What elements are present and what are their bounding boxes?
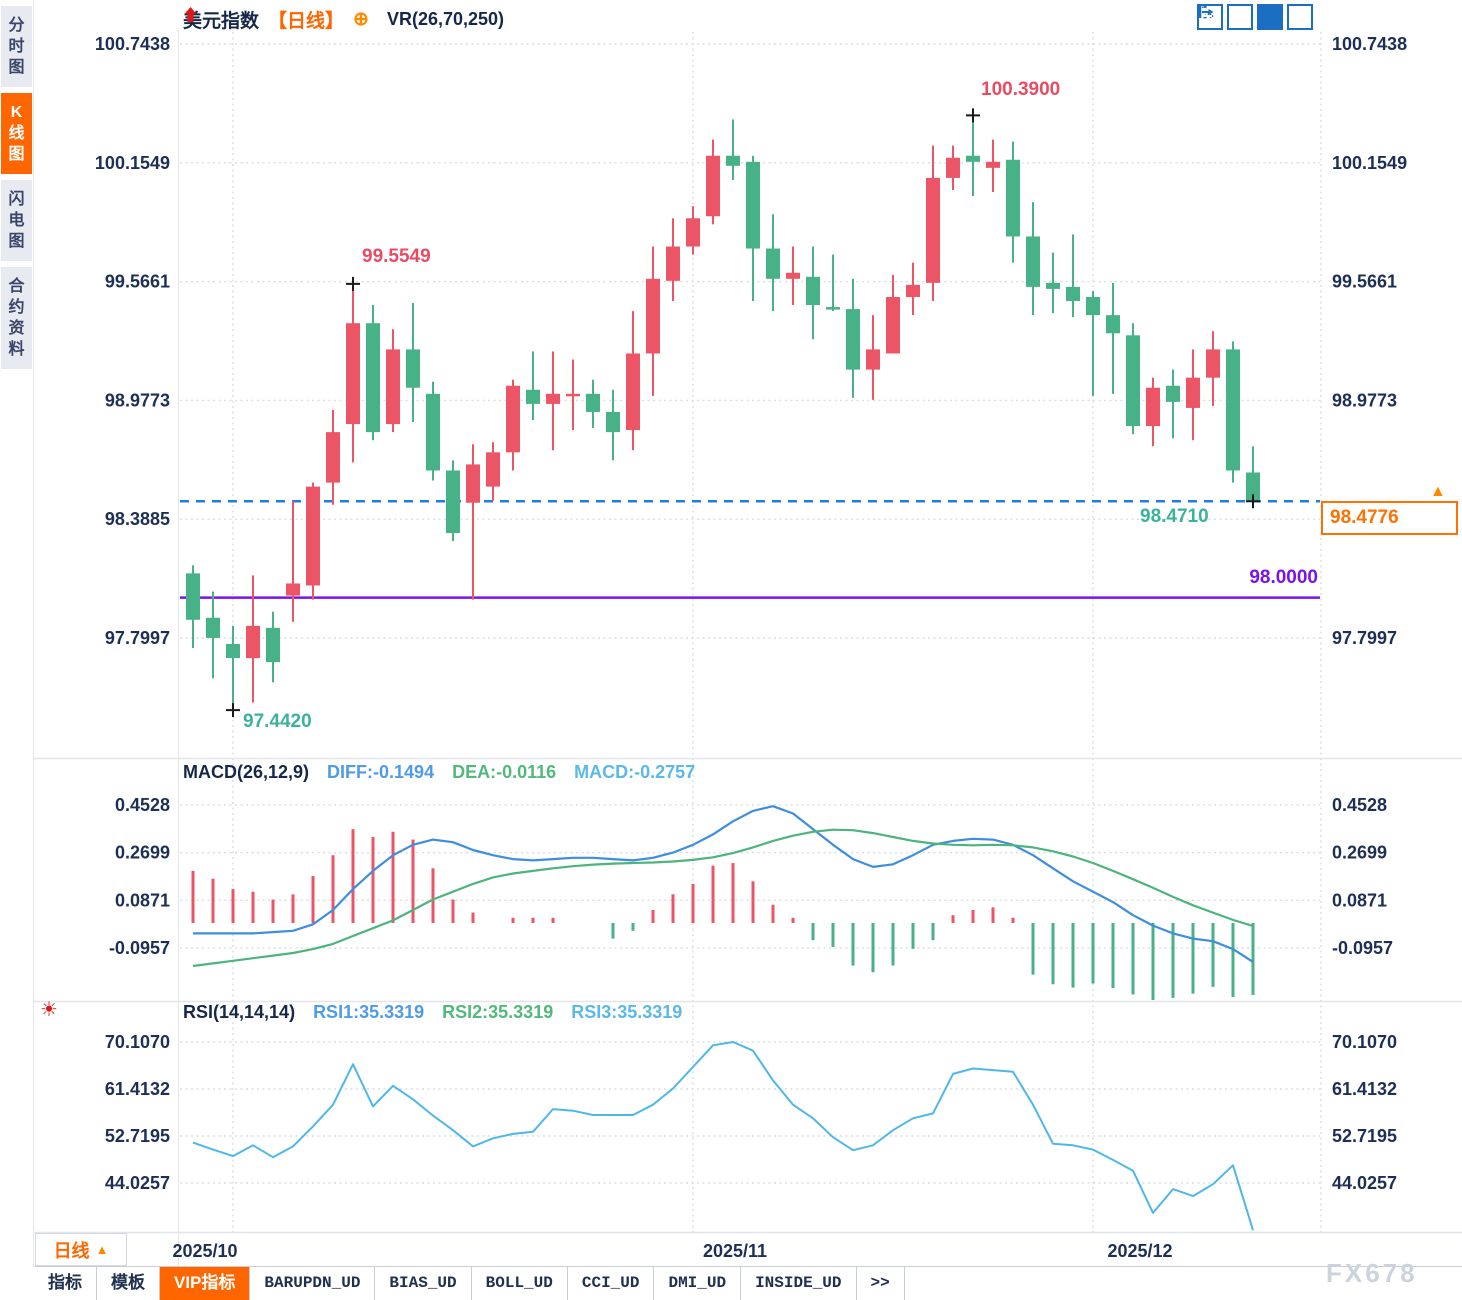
rsi1-value: RSI1:35.3319 <box>313 1002 425 1022</box>
axis-tick-label: 0.4528 <box>115 795 170 815</box>
axis-tick-label: 70.1070 <box>1332 1032 1397 1052</box>
axis-scale-icon[interactable] <box>1198 4 1253 30</box>
axis-tick-label: 0.0871 <box>1332 890 1387 910</box>
axis-tick-label: 0.4528 <box>1332 795 1387 815</box>
bottom-tab-INSIDE_UD[interactable]: INSIDE_UD <box>741 1267 857 1300</box>
bottom-tab-BOLL_UD[interactable]: BOLL_UD <box>472 1267 568 1300</box>
sidebar-tab-2[interactable]: 闪电图 <box>1 180 32 261</box>
bottom-tab-VIP-[interactable]: VIP指标 <box>160 1267 251 1300</box>
axis-tick-label: 97.7997 <box>105 628 170 648</box>
period-arrow-icon: ▲ <box>95 1242 109 1257</box>
axis-tick-label: 2025/10 <box>172 1241 237 1261</box>
axis-tick-label: 100.1549 <box>95 153 170 173</box>
sidebar-tab-3[interactable]: 合约资料 <box>1 267 32 369</box>
exit-chart-icon[interactable] <box>1198 4 1313 30</box>
symbol-name: 美元指数 <box>183 10 260 32</box>
axis-tick-label: -0.0957 <box>109 938 170 958</box>
last-price-label: 98.4710 <box>1140 506 1209 527</box>
axis-tick-label: 99.5661 <box>1332 272 1397 292</box>
macd-dea-value: DEA:-0.0116 <box>452 762 557 782</box>
axis-tick-label: -0.0957 <box>1332 938 1393 958</box>
add-indicator-icon[interactable]: ⊕ <box>353 8 369 30</box>
period-selector[interactable]: 日线 ▲ <box>35 1233 127 1266</box>
axis-tick-label: 97.7997 <box>1332 628 1397 648</box>
axis-tick-label: 98.9773 <box>1332 390 1397 410</box>
axis-play-icon[interactable] <box>1200 4 1283 30</box>
bottom-tab-DMI_UD[interactable]: DMI_UD <box>654 1267 742 1300</box>
axis-tick-label: 99.5661 <box>105 272 170 292</box>
swing-high-label: 100.3900 <box>981 79 1061 100</box>
axis-tick-label: 70.1070 <box>105 1032 170 1052</box>
axis-tick-label: 0.0871 <box>115 890 170 910</box>
bottom-tab-bar: 指标 模板 VIP指标 BARUPDN_UD BIAS_UD BOLL_UD CCI_UD D… <box>34 1266 1462 1300</box>
bottom-tab--[interactable]: 模板 <box>97 1267 160 1300</box>
last-price-box: 98.4776 <box>1321 501 1458 535</box>
axis-tick-label: 44.0257 <box>105 1173 170 1193</box>
swing-low-label: 97.4420 <box>243 711 312 732</box>
bottom-tab-BIAS_UD[interactable]: BIAS_UD <box>375 1267 472 1300</box>
period-label: 日线 <box>53 1240 90 1261</box>
axis-tick-label: 52.7195 <box>1332 1126 1397 1146</box>
macd-diff-value: DIFF:-0.1494 <box>327 762 435 782</box>
macd-hist-value: MACD:-0.2757 <box>574 762 696 782</box>
rsi3-value: RSI3:35.3319 <box>571 1002 683 1022</box>
bottom-tab--[interactable]: 指标 <box>34 1267 97 1300</box>
axis-tick-label: 2025/11 <box>703 1241 767 1261</box>
watermark: FX678 <box>1326 1258 1418 1288</box>
rsi-header: RSI(14,14,14) RSI1:35.3319 RSI2:35.3319 … <box>183 1002 682 1023</box>
axis-tick-label: 100.7438 <box>1332 34 1407 54</box>
axis-tick-label: 98.9773 <box>105 390 170 410</box>
chart-toolbar <box>1197 4 1313 30</box>
price-up-arrow-icon: ▲ <box>1430 483 1446 500</box>
rsi-name[interactable]: RSI(14,14,14) <box>183 1002 296 1022</box>
bottom-tab->>[interactable]: >> <box>857 1267 905 1300</box>
macd-name[interactable]: MACD(26,12,9) <box>183 762 310 782</box>
axis-tick-label: 0.2699 <box>115 843 170 863</box>
bottom-tab-CCI_UD[interactable]: CCI_UD <box>568 1267 655 1300</box>
axis-tick-label: 61.4132 <box>105 1079 170 1099</box>
bottom-tab-BARUPDN_UD[interactable]: BARUPDN_UD <box>250 1267 376 1300</box>
axis-tick-label: 44.0257 <box>1332 1173 1397 1193</box>
chart-title-bar: 美元指数 【日线】 ⊕ VR(26,70,250) <box>183 6 504 32</box>
axis-tick-label: 61.4132 <box>1332 1079 1397 1099</box>
vr-indicator-label: VR(26,70,250) <box>386 8 505 29</box>
macd-header: MACD(26,12,9) DIFF:-0.1494 DEA:-0.0116 M… <box>183 762 695 783</box>
axis-tick-label: 52.7195 <box>105 1126 170 1146</box>
sidebar-tab-0[interactable]: 分时图 <box>1 6 32 87</box>
axis-tick-label: 100.7438 <box>95 34 170 54</box>
swing-high-label: 99.5549 <box>362 246 431 267</box>
sun-indicator-icon[interactable]: ☀ <box>40 999 58 1021</box>
axis-tick-label: 0.2699 <box>1332 843 1387 863</box>
axis-tick-label: 98.3885 <box>105 509 170 529</box>
period-tag[interactable]: 【日线】 <box>268 10 345 32</box>
price-level-label: 98.0000 <box>1249 567 1318 588</box>
axis-tick-label: 100.1549 <box>1332 153 1407 173</box>
axis-tick-label: 2025/12 <box>1107 1241 1172 1261</box>
rsi2-value: RSI2:35.3319 <box>442 1002 554 1022</box>
